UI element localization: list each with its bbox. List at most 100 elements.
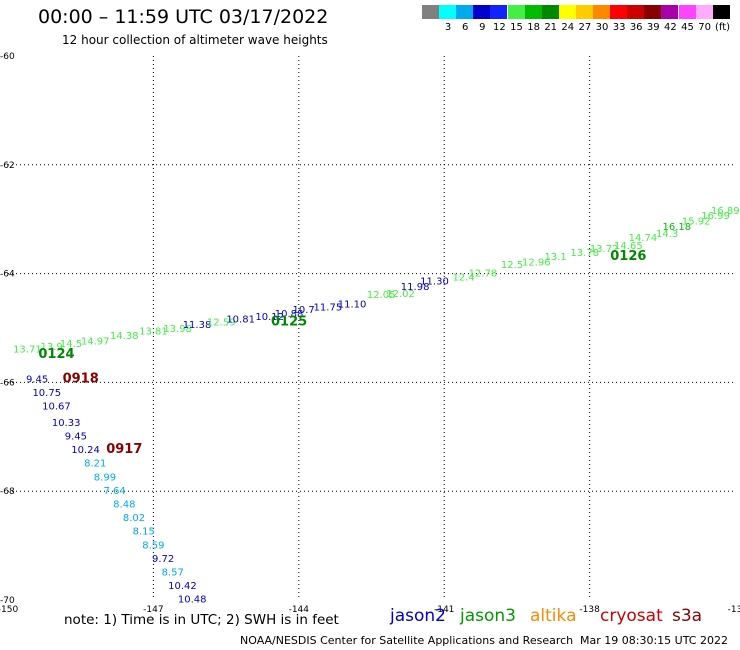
legend-unit: (ft) bbox=[715, 22, 731, 33]
wave-height-label: 9.72 bbox=[152, 554, 174, 565]
legend-swatch bbox=[524, 5, 542, 19]
wave-height-label: 11.38 bbox=[183, 320, 212, 331]
x-tick-label: -150 bbox=[0, 605, 18, 615]
y-tick-label: -64 bbox=[0, 270, 15, 280]
wave-height-label: 11.98 bbox=[401, 282, 430, 293]
satellite-s3a: s3a bbox=[672, 606, 703, 626]
wave-height-label: 10.81 bbox=[226, 315, 255, 326]
wave-height-label: 7.64 bbox=[103, 486, 125, 497]
wave-height-label: 12.96 bbox=[522, 257, 551, 268]
wave-height-label: 10.33 bbox=[52, 418, 81, 429]
wave-height-label: 12.02 bbox=[386, 289, 415, 300]
legend-swatch bbox=[507, 5, 525, 19]
y-tick-label: -62 bbox=[0, 161, 15, 171]
legend-label: 6 bbox=[462, 22, 469, 33]
wave-height-label: 11.75 bbox=[314, 303, 343, 314]
wave-height-label: 12.59 bbox=[207, 317, 236, 328]
wave-height-label: 13.71 bbox=[13, 344, 42, 355]
x-tick-label: -147 bbox=[143, 605, 163, 615]
wave-height-label: 10.75 bbox=[32, 388, 61, 399]
y-tick-label: -70 bbox=[0, 596, 15, 606]
legend-label: 36 bbox=[629, 22, 643, 33]
satellite-cryosat: cryosat bbox=[600, 606, 663, 626]
wave-height-label: 8.99 bbox=[94, 472, 116, 483]
legend-swatch bbox=[456, 5, 474, 19]
wave-height-label: 13.72 bbox=[590, 244, 619, 255]
wave-height-label: 13.1 bbox=[545, 252, 567, 263]
legend-swatch bbox=[593, 5, 610, 19]
wave-height-label: 8.59 bbox=[142, 540, 164, 551]
wave-height-label: 12.4 bbox=[452, 273, 474, 284]
satellite-altika: altika bbox=[530, 606, 577, 626]
legend-label: 42 bbox=[664, 22, 677, 33]
legend-label: 24 bbox=[561, 22, 575, 33]
y-tick-label: -66 bbox=[0, 378, 15, 388]
wave-height-label: 11.30 bbox=[420, 276, 449, 287]
legend-swatch bbox=[695, 5, 713, 19]
legend-swatch bbox=[678, 5, 696, 19]
chart-title: 00:00 – 11:59 UTC 03/17/2022 bbox=[38, 6, 329, 28]
wave-height-label: 8.57 bbox=[162, 568, 184, 579]
wave-height-label: 10.12 bbox=[255, 312, 284, 323]
wave-height-label: 13.81 bbox=[139, 327, 168, 338]
x-tick-label: -144 bbox=[289, 605, 310, 615]
legend-swatch bbox=[627, 5, 645, 19]
legend-swatch bbox=[644, 5, 662, 19]
wave-height-label: 10.48 bbox=[178, 595, 207, 606]
wave-height-label: 10.42 bbox=[168, 581, 197, 592]
footer-note: note: 1) Time is in UTC; 2) SWH is in fe… bbox=[64, 612, 339, 628]
y-tick-label: -60 bbox=[0, 52, 15, 62]
legend-swatch bbox=[541, 5, 559, 19]
legend-swatch bbox=[661, 5, 679, 19]
legend-swatch bbox=[610, 5, 628, 19]
wave-height-label: 14.97 bbox=[81, 336, 110, 347]
wave-height-label: 10.24 bbox=[71, 445, 100, 456]
wave-height-label: 11.10 bbox=[338, 299, 367, 310]
wave-height-label: 15.92 bbox=[682, 217, 711, 228]
legend-swatch bbox=[490, 5, 508, 19]
legend-label: 30 bbox=[595, 22, 609, 33]
wave-height-label: 16.89 bbox=[711, 206, 740, 217]
legend-swatch bbox=[422, 5, 439, 19]
wave-height-label: 16.99 bbox=[701, 211, 730, 222]
wave-height-label: 14.65 bbox=[614, 241, 643, 252]
y-tick-label: -68 bbox=[0, 487, 15, 497]
legend-swatch bbox=[473, 5, 491, 19]
wave-height-label: 12.78 bbox=[469, 268, 498, 279]
wave-height-label: 12.05 bbox=[367, 290, 396, 301]
legend-label: 27 bbox=[578, 22, 592, 33]
legend-label: 39 bbox=[646, 22, 660, 33]
chart-subtitle: 12 hour collection of altimeter wave hei… bbox=[62, 33, 328, 47]
wave-height-label: 10.88 bbox=[275, 309, 304, 320]
wave-height-label: 10.7 bbox=[293, 305, 315, 316]
legend-label: 9 bbox=[479, 22, 486, 33]
wave-height-label: 14.5 bbox=[60, 339, 82, 350]
legend-label: 33 bbox=[612, 22, 626, 33]
wave-height-label: 13.9 bbox=[40, 342, 62, 353]
wave-height-label: 16.18 bbox=[663, 222, 692, 233]
x-tick-label: -138 bbox=[579, 605, 600, 615]
legend-label: 70 bbox=[698, 22, 711, 33]
wave-height-label: 14.38 bbox=[110, 331, 139, 342]
satellite-jason2: jason2 bbox=[390, 606, 446, 626]
time-label: 0917 bbox=[106, 442, 142, 457]
wave-height-label: 13.78 bbox=[570, 248, 599, 259]
legend-swatch bbox=[558, 5, 576, 19]
legend-swatch bbox=[712, 5, 730, 19]
legend-label: 12 bbox=[493, 22, 506, 33]
time-label: 0918 bbox=[63, 371, 99, 386]
satellite-jason3: jason3 bbox=[460, 606, 516, 626]
legend-label: 21 bbox=[544, 22, 558, 33]
wave-height-label: 14.3 bbox=[656, 229, 678, 240]
x-tick-label: -13 bbox=[728, 605, 740, 615]
legend-swatch bbox=[439, 5, 457, 19]
wave-height-label: 13.98 bbox=[163, 324, 192, 335]
wave-height-label: 10.67 bbox=[42, 402, 71, 413]
wave-height-label: 9.45 bbox=[26, 374, 48, 385]
x-tick-label: -141 bbox=[434, 605, 454, 615]
wave-height-label: 8.02 bbox=[123, 513, 145, 524]
wave-height-label: 8.21 bbox=[84, 459, 106, 470]
wave-height-label: 9.45 bbox=[65, 432, 87, 443]
wave-height-label: 14.74 bbox=[629, 233, 658, 244]
